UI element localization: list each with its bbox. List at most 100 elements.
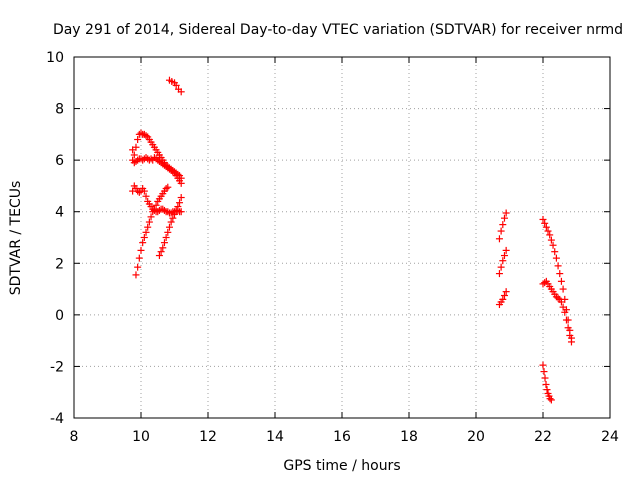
data-point-marker [547, 236, 555, 244]
data-point-marker [541, 279, 549, 287]
data-point-marker [137, 129, 145, 137]
data-point-marker [561, 308, 569, 316]
data-point-marker [541, 219, 549, 227]
data-point-marker [556, 270, 564, 278]
data-point-marker [144, 223, 152, 231]
series-arc-20-mid [495, 246, 510, 278]
data-point-marker [169, 214, 177, 222]
data-point-marker [140, 187, 148, 195]
data-point-marker [177, 179, 185, 187]
x-tick-label: 18 [400, 429, 418, 445]
plot-frame [73, 56, 611, 419]
data-point-marker [543, 386, 551, 394]
data-point-marker [539, 361, 547, 369]
data-point-marker [165, 223, 173, 231]
data-point-marker [171, 210, 178, 218]
data-point-marker [502, 246, 510, 254]
data-point-marker [135, 188, 143, 196]
data-point-marker [546, 231, 554, 239]
data-point-marker [132, 271, 140, 279]
data-point-marker [551, 248, 559, 256]
data-point-marker [559, 303, 567, 311]
data-point-marker [547, 396, 555, 404]
data-point-marker [135, 254, 143, 262]
data-point-marker [554, 294, 562, 302]
data-point-marker [497, 263, 505, 271]
data-point-marker [502, 209, 510, 217]
data-point-marker [544, 227, 552, 235]
data-point-marker [559, 285, 567, 293]
data-point-marker [499, 257, 507, 265]
data-point-marker [134, 136, 142, 144]
data-point-marker [495, 235, 503, 243]
series-arc-20-upper [495, 209, 510, 243]
x-tick-label: 24 [601, 429, 619, 445]
grid-layer [74, 57, 610, 418]
data-point-marker [167, 218, 175, 226]
data-point-marker [552, 254, 560, 262]
data-point-marker [174, 203, 182, 211]
data-point-marker [500, 252, 508, 260]
data-point-marker [169, 168, 177, 176]
data-point-marker [130, 151, 138, 159]
data-point-marker [147, 213, 155, 221]
data-point-marker [499, 295, 507, 303]
data-point-marker [160, 206, 168, 214]
y-tick-label: 4 [55, 205, 64, 221]
data-point-marker [502, 288, 510, 296]
data-point-marker [137, 246, 145, 254]
x-tick-label: 10 [132, 429, 150, 445]
x-tick-label: 16 [333, 429, 351, 445]
data-point-marker [162, 234, 170, 241]
series-arc-top [165, 76, 185, 96]
data-point-marker [500, 292, 508, 300]
y-tick-label: 8 [55, 102, 64, 118]
y-tick-label: -4 [50, 411, 64, 427]
y-tick-label: 0 [55, 308, 64, 324]
data-point-marker [142, 192, 150, 200]
data-point-marker [541, 374, 549, 382]
series-arc-22-lower [539, 361, 555, 404]
data-point-marker [152, 201, 160, 209]
data-point-marker [542, 223, 550, 231]
data-point-marker [177, 194, 185, 202]
data-point-marker [540, 368, 548, 376]
data-point-marker [549, 241, 557, 249]
x-tick-label: 8 [70, 429, 79, 445]
data-point-marker [177, 88, 185, 96]
data-point-marker [134, 263, 142, 271]
data-point-marker [164, 183, 172, 191]
y-tick-label: -2 [50, 359, 64, 375]
data-point-marker [172, 206, 180, 214]
data-point-marker [177, 208, 185, 216]
data-point-marker [150, 205, 158, 213]
data-point-marker [159, 244, 167, 252]
data-point-marker [566, 331, 574, 339]
y-tick-label: 10 [46, 50, 64, 66]
data-points [129, 76, 575, 404]
series-arc-rise-1 [132, 183, 172, 279]
data-point-marker [176, 199, 184, 207]
data-point-marker [499, 221, 507, 229]
x-tick-label: 14 [266, 429, 284, 445]
y-axis-label: SDTVAR / TECUs [8, 181, 24, 296]
series-arc-20-lower [495, 288, 510, 309]
data-point-marker [554, 262, 562, 270]
data-point-marker [497, 227, 505, 235]
series-arc-lower [129, 182, 185, 217]
data-point-marker [562, 316, 570, 324]
data-point-marker [140, 234, 148, 241]
x-tick-label: 20 [467, 429, 485, 445]
x-tick-label: 22 [534, 429, 552, 445]
data-point-marker [542, 380, 550, 388]
data-point-marker [132, 143, 140, 151]
data-point-marker [155, 252, 163, 260]
data-point-marker [145, 218, 153, 226]
x-tick-label: 12 [199, 429, 217, 445]
series-arc-rise-2 [155, 194, 185, 260]
x-axis-label: GPS time / hours [283, 458, 400, 474]
data-point-marker [564, 324, 572, 332]
data-point-marker [567, 338, 575, 346]
data-point-marker [157, 248, 165, 256]
